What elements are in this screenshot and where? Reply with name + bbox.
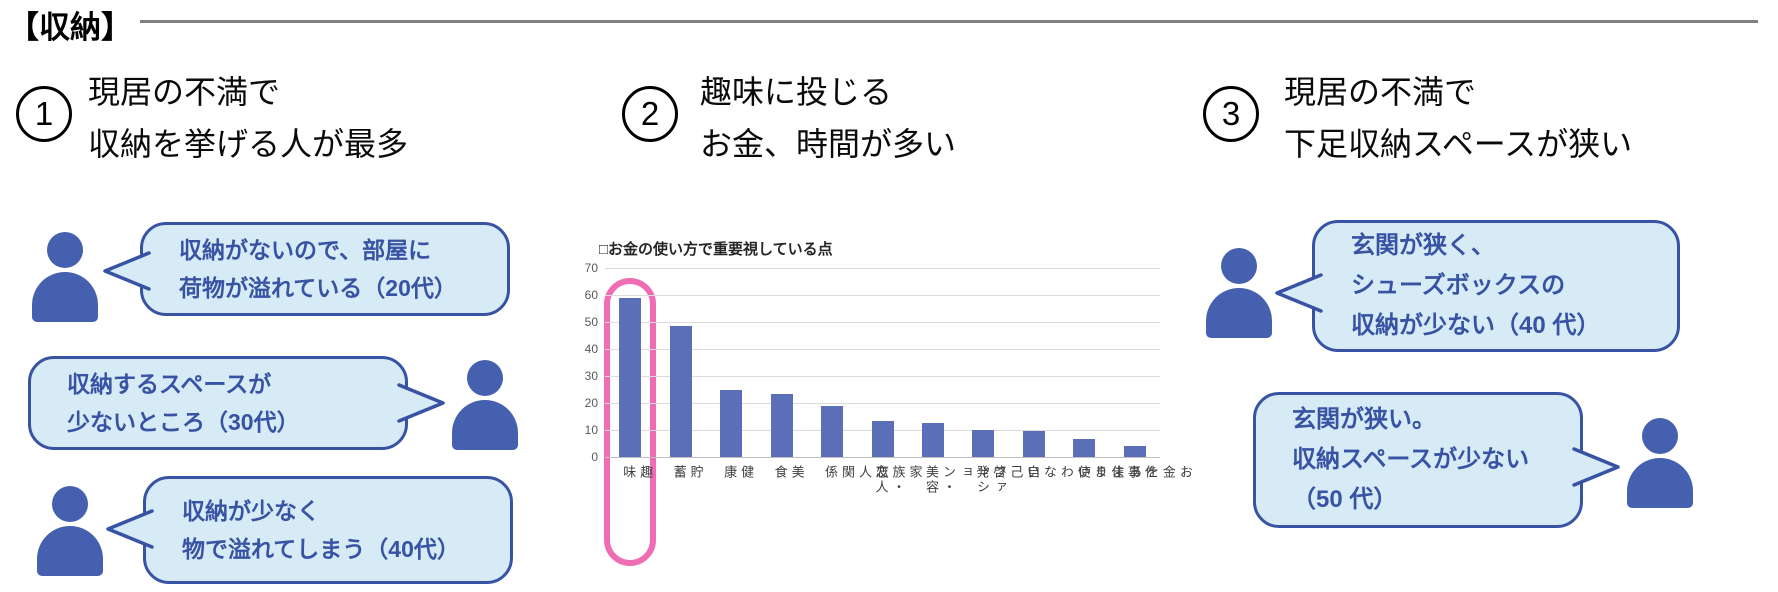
chart-plot-area: 70 60 50 40 30 20 10 0 趣味 貯蓄 健康 美食 友人関係 家族・恋人 ファッション・美… <box>585 261 1193 566</box>
person-torso <box>1206 288 1272 338</box>
speech-bubble: 玄関が狭く、 シューズボックスの 収納が少ない（40 代） <box>1275 220 1680 352</box>
person-head <box>467 360 503 396</box>
bar <box>1022 431 1045 457</box>
y-tick-label: 70 <box>584 261 598 275</box>
section-3-heading: 現居の不満で 下足収納スペースが狭い <box>1284 66 1632 170</box>
heading-line: 下足収納スペースが狭い <box>1284 126 1633 162</box>
bar <box>1073 439 1096 457</box>
y-tick-label: 50 <box>584 315 598 329</box>
bubble-tail <box>1572 447 1620 487</box>
x-tick-label: 家族・恋人 <box>873 465 923 495</box>
bubble-line: 収納スペースが少ない <box>1292 446 1530 473</box>
person-icon <box>32 232 98 322</box>
y-tick-label: 0 <box>591 450 598 464</box>
heading-line: 現居の不満で <box>88 74 281 110</box>
section-2-number-badge: 2 <box>622 86 678 142</box>
person-torso <box>37 526 103 576</box>
bubble-line: 収納がないので、部屋に <box>179 237 432 263</box>
y-tick-label: 30 <box>584 369 598 383</box>
bar <box>619 297 642 457</box>
section-2-heading: 趣味に投じる お金、時間が多い <box>700 66 956 170</box>
person-head <box>47 232 83 268</box>
heading-line: お金、時間が多い <box>700 126 957 162</box>
x-tick-label: 自己啓発 <box>974 465 1041 480</box>
gridline <box>605 376 1160 377</box>
person-torso <box>32 272 98 322</box>
x-tick-label: 貯蓄 <box>671 465 704 480</box>
x-tick-label: 友人関係 <box>823 465 890 480</box>
person-head <box>52 486 88 522</box>
x-tick-label: 健康 <box>722 465 755 480</box>
person-head <box>1642 418 1678 454</box>
highlight-outline <box>604 278 657 566</box>
bubble-line: （50 代） <box>1292 486 1398 513</box>
x-tick-label: 趣味 <box>621 465 654 480</box>
bar <box>972 430 995 457</box>
section-number: 2 <box>640 95 660 132</box>
bubble-line: 収納が少ない（40 代） <box>1351 312 1601 339</box>
page-title: 【収納】 <box>8 10 132 45</box>
bubble-tail <box>397 383 445 423</box>
bubble-line: 物で溢れてしまう（40代） <box>182 536 460 562</box>
bar <box>720 389 743 457</box>
person-head <box>1221 248 1257 284</box>
y-tick-label: 10 <box>584 423 598 437</box>
person-icon <box>1206 248 1272 338</box>
speech-bubble: 収納が少なく 物で溢れてしまう（40代） <box>106 476 513 584</box>
heading-line: 収納を挙げる人が最多 <box>88 126 409 162</box>
bar <box>921 423 944 457</box>
gridline <box>605 268 1160 269</box>
bubble-line: 収納するスペースが <box>67 371 272 397</box>
person-icon <box>1627 418 1693 508</box>
bubble-line: 収納が少なく <box>182 498 320 524</box>
gridline <box>605 349 1160 350</box>
bar-chart: □お金の使い方で重要視している点 70 60 50 40 30 20 10 0 趣味 貯蓄 健康 美食… <box>565 238 1193 588</box>
x-tick-label: 美食 <box>772 465 805 480</box>
bar <box>871 420 894 457</box>
bar <box>669 326 692 457</box>
person-torso <box>452 400 518 450</box>
bubble-line: 玄関が狭い。 <box>1292 406 1436 433</box>
heading-line: 現居の不満で <box>1284 74 1477 110</box>
bubble-tail <box>1275 273 1323 313</box>
bar <box>1123 446 1146 457</box>
bar <box>770 393 793 457</box>
section-number: 1 <box>34 95 54 132</box>
person-icon <box>37 486 103 576</box>
section-1-number-badge: 1 <box>16 86 72 142</box>
section-3-number-badge: 3 <box>1203 86 1259 142</box>
y-tick-label: 60 <box>584 288 598 302</box>
x-tick-label: 住まい <box>1075 465 1125 480</box>
person-torso <box>1627 458 1693 508</box>
person-icon <box>452 360 518 450</box>
title-rule <box>140 20 1758 23</box>
bubble-line: シューズボックスの <box>1351 272 1566 299</box>
bubble-line: 少ないところ（30代） <box>67 409 300 435</box>
x-tick-label: ファッション・美容 <box>923 465 1007 495</box>
bubble-tail <box>103 251 151 291</box>
bar <box>821 405 844 457</box>
speech-bubble: 収納するスペースが 少ないところ（30代） <box>28 356 445 450</box>
gridline <box>605 457 1160 458</box>
x-tick-label: お金を あまり使わない <box>1024 465 1193 480</box>
section-1-heading: 現居の不満で 収納を挙げる人が最多 <box>88 66 408 170</box>
gridline <box>605 295 1160 296</box>
section-number: 3 <box>1221 95 1241 132</box>
y-tick-label: 40 <box>584 342 598 356</box>
speech-bubble: 玄関が狭い。 収納スペースが少ない （50 代） <box>1253 392 1620 528</box>
speech-bubble: 収納がないので、部屋に 荷物が溢れている（20代） <box>103 222 510 316</box>
x-tick-label: 仕事 <box>1125 465 1158 480</box>
y-tick-label: 20 <box>584 396 598 410</box>
gridline <box>605 322 1160 323</box>
heading-line: 趣味に投じる <box>700 74 893 110</box>
bubble-line: 荷物が溢れている（20代） <box>179 275 457 301</box>
bubble-tail <box>106 509 154 549</box>
gridline <box>605 403 1160 404</box>
chart-title: □お金の使い方で重要視している点 <box>599 241 833 258</box>
bubble-line: 玄関が狭く、 <box>1351 232 1495 259</box>
